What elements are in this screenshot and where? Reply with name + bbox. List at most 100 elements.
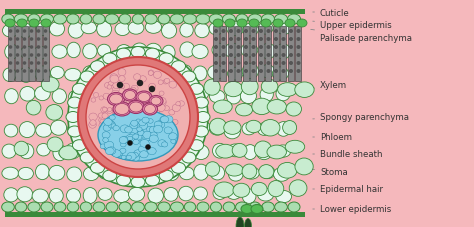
Ellipse shape — [179, 167, 194, 180]
Bar — [213, 27, 219, 82]
Circle shape — [289, 46, 293, 50]
Ellipse shape — [154, 110, 160, 116]
Bar — [236, 27, 241, 82]
Circle shape — [9, 54, 12, 58]
Ellipse shape — [73, 84, 86, 95]
Ellipse shape — [295, 83, 314, 98]
Circle shape — [259, 30, 263, 34]
Ellipse shape — [109, 95, 122, 105]
Ellipse shape — [148, 71, 154, 76]
Ellipse shape — [98, 166, 114, 180]
Ellipse shape — [46, 105, 63, 121]
Ellipse shape — [155, 121, 165, 129]
Ellipse shape — [141, 121, 148, 128]
Ellipse shape — [148, 188, 164, 203]
Ellipse shape — [225, 20, 235, 28]
Ellipse shape — [68, 98, 82, 109]
Circle shape — [214, 38, 218, 42]
Circle shape — [259, 46, 263, 50]
Circle shape — [214, 62, 218, 66]
Ellipse shape — [224, 44, 241, 58]
Ellipse shape — [119, 15, 131, 25]
Ellipse shape — [104, 126, 109, 130]
Ellipse shape — [50, 67, 64, 79]
Ellipse shape — [261, 15, 274, 25]
Circle shape — [289, 30, 293, 34]
Ellipse shape — [163, 146, 176, 160]
Circle shape — [16, 46, 19, 49]
Ellipse shape — [29, 20, 39, 28]
Ellipse shape — [223, 202, 235, 212]
Ellipse shape — [236, 15, 248, 25]
Ellipse shape — [139, 123, 148, 130]
Ellipse shape — [194, 126, 209, 137]
Circle shape — [36, 62, 40, 66]
Ellipse shape — [18, 24, 32, 39]
Ellipse shape — [68, 126, 82, 137]
Ellipse shape — [297, 20, 307, 28]
Ellipse shape — [115, 84, 120, 88]
Ellipse shape — [40, 15, 54, 25]
Ellipse shape — [131, 47, 145, 58]
Circle shape — [36, 54, 40, 58]
Ellipse shape — [178, 90, 191, 103]
Ellipse shape — [209, 23, 223, 36]
Ellipse shape — [141, 92, 148, 98]
Ellipse shape — [287, 15, 301, 25]
Ellipse shape — [14, 142, 29, 156]
Ellipse shape — [121, 155, 126, 160]
Circle shape — [23, 54, 26, 58]
Ellipse shape — [5, 20, 15, 28]
Ellipse shape — [99, 118, 105, 123]
Ellipse shape — [227, 90, 241, 104]
Circle shape — [23, 70, 26, 74]
Ellipse shape — [209, 15, 223, 25]
Ellipse shape — [126, 155, 131, 160]
Ellipse shape — [164, 127, 172, 134]
Ellipse shape — [257, 188, 274, 201]
Bar — [5, 10, 305, 15]
Ellipse shape — [156, 106, 163, 112]
Ellipse shape — [98, 45, 110, 57]
Circle shape — [289, 70, 293, 74]
Ellipse shape — [3, 14, 293, 213]
Circle shape — [282, 30, 285, 34]
Ellipse shape — [19, 68, 33, 83]
Ellipse shape — [146, 175, 159, 186]
Ellipse shape — [132, 202, 145, 212]
Ellipse shape — [242, 189, 256, 204]
Circle shape — [229, 38, 233, 42]
Bar — [36, 27, 42, 82]
Ellipse shape — [130, 88, 136, 94]
Ellipse shape — [193, 145, 209, 160]
Ellipse shape — [128, 101, 145, 114]
Ellipse shape — [54, 15, 66, 25]
Ellipse shape — [113, 100, 122, 108]
Ellipse shape — [148, 72, 153, 76]
Ellipse shape — [143, 104, 157, 116]
Ellipse shape — [148, 109, 154, 115]
Circle shape — [44, 62, 47, 66]
Ellipse shape — [98, 68, 113, 83]
Bar — [15, 27, 20, 82]
Ellipse shape — [273, 168, 290, 181]
Ellipse shape — [182, 72, 196, 83]
Ellipse shape — [204, 80, 220, 96]
Ellipse shape — [158, 15, 170, 25]
Ellipse shape — [151, 98, 161, 106]
Ellipse shape — [134, 150, 143, 158]
Ellipse shape — [236, 202, 248, 212]
Ellipse shape — [145, 105, 155, 114]
Ellipse shape — [273, 68, 289, 81]
Circle shape — [252, 62, 255, 66]
Circle shape — [36, 70, 40, 74]
Ellipse shape — [80, 15, 92, 25]
Circle shape — [9, 62, 12, 66]
Ellipse shape — [179, 186, 193, 201]
Ellipse shape — [119, 137, 128, 144]
Circle shape — [266, 46, 271, 50]
Ellipse shape — [289, 180, 307, 196]
Ellipse shape — [106, 202, 118, 212]
Ellipse shape — [137, 127, 142, 132]
Ellipse shape — [113, 110, 120, 117]
